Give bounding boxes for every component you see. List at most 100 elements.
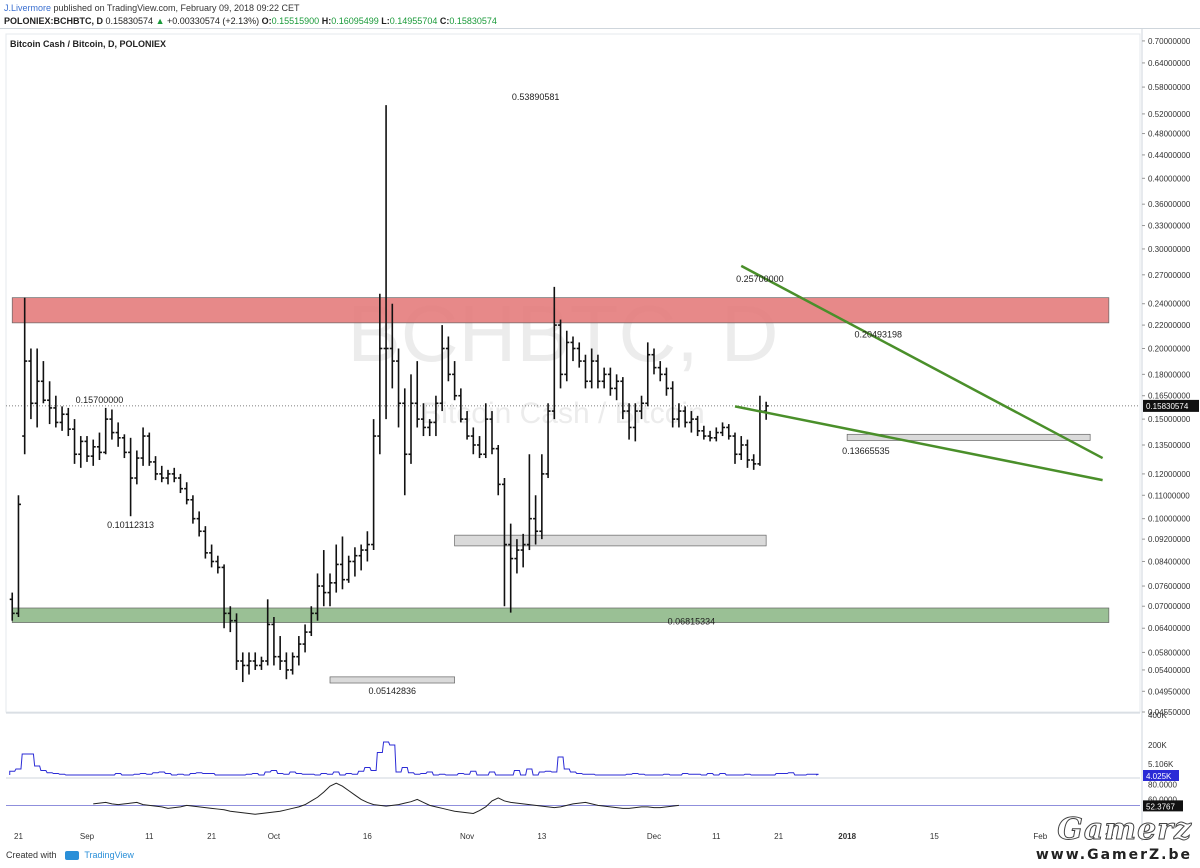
y-tick-label: 0.10000000 [1148, 515, 1191, 524]
header-divider [0, 28, 1200, 29]
ohlc-bar [277, 636, 283, 670]
ohlc-bar [146, 432, 152, 466]
x-tick-label: Oct [268, 832, 281, 841]
ohlc-bar [184, 482, 190, 505]
y-tick-label: 0.18000000 [1148, 370, 1191, 379]
ohlc-bar [121, 434, 127, 459]
y-tick-label: 0.64000000 [1148, 59, 1191, 68]
wedge-upper-line [740, 264, 1104, 460]
author-link[interactable]: J.Livermore [4, 3, 52, 13]
support-zone [11, 607, 1110, 623]
price-annotation: 0.20493198 [855, 330, 903, 340]
created-with-label: Created with [6, 850, 57, 860]
ohlc-bar [65, 407, 71, 437]
y-tick-label: 0.07000000 [1148, 602, 1191, 611]
price-annotation: 0.53890581 [512, 92, 560, 102]
change-value: +0.00330574 (+2.13%) [167, 16, 260, 26]
volume-last-box [1143, 770, 1179, 781]
ohlc-bar [570, 336, 576, 362]
ohlc-bar [9, 592, 15, 621]
ohlc-bar [663, 367, 669, 396]
ohlc-bar [501, 478, 507, 607]
y-tick-label: 0.48000000 [1148, 130, 1191, 139]
price-pane [5, 33, 1141, 713]
volume-low-label: 5.106K [1148, 760, 1174, 769]
ohlc-bar [477, 436, 483, 459]
ohlc-bar [246, 652, 252, 675]
price-annotation: 0.10112313 [107, 520, 154, 530]
ohlc-bar [258, 656, 264, 670]
price-annotation: 0.15700000 [76, 395, 124, 405]
ohlc-bar [339, 536, 345, 590]
ohlc-bar [202, 526, 208, 559]
y-tick-label: 0.24000000 [1148, 300, 1191, 309]
ohlc-bar [464, 411, 470, 440]
ohlc-bar [358, 544, 364, 571]
ohlc-bar [701, 425, 707, 440]
ohlc-bar [96, 432, 102, 460]
y-tick-label: 0.09200000 [1148, 535, 1191, 544]
y-tick-label: 0.11000000 [1148, 491, 1190, 500]
ohlc-bar [620, 377, 626, 420]
ohlc-bar [639, 395, 645, 420]
ohlc-bar [676, 403, 682, 428]
x-tick-label: 2018 [838, 832, 856, 841]
ohlc-bar [377, 293, 383, 455]
ohlc-bar [34, 348, 40, 428]
high-label: H: [321, 16, 332, 26]
right-zone [846, 433, 1091, 441]
close-value: 0.15830574 [449, 16, 497, 26]
oscillator-label: 80.0000 [1148, 781, 1177, 790]
ohlc-bar [177, 473, 183, 494]
ohlc-bar [190, 495, 196, 524]
ohlc-bar [296, 636, 302, 666]
ohlc-bar [352, 547, 358, 577]
x-tick-label: 11 [145, 832, 154, 841]
ohlc-bar [626, 403, 632, 440]
ohlc-bar [159, 465, 165, 483]
ohlc-bar [315, 573, 321, 621]
ohlc-bar [240, 652, 246, 683]
ohlc-bar [72, 419, 78, 464]
ohlc-bar [234, 613, 240, 670]
low-value: 0.14955704 [389, 16, 438, 26]
ohlc-bar [59, 406, 65, 431]
volume-mid-label: 200K [1148, 741, 1167, 750]
ohlc-bar [420, 403, 426, 437]
ohlc-bar [433, 395, 439, 437]
chart-title: Bitcoin Cash / Bitcoin, D, POLONIEX [10, 39, 166, 49]
ohlc-bar [215, 555, 221, 574]
price-annotation: 0.06815334 [668, 617, 716, 627]
ohlc-bar [558, 319, 564, 389]
y-tick-label: 0.36000000 [1148, 200, 1191, 209]
ohlc-bar [171, 467, 177, 483]
ohlc-bar [196, 511, 202, 537]
ohlc-bar [445, 336, 451, 382]
oscillator-series [93, 782, 679, 815]
ohlc-bar [408, 374, 414, 464]
x-tick-label: Feb [1033, 832, 1047, 841]
ohlc-bar [695, 415, 701, 437]
ohlc-bar [283, 652, 289, 680]
ohlc-bar [40, 361, 46, 404]
resistance-zone [11, 297, 1110, 324]
ohlc-bar [333, 544, 339, 593]
ohlc-bar [165, 469, 171, 485]
ohlc-bar [751, 454, 757, 470]
ohlc-bar [657, 361, 663, 382]
y-tick-label: 0.06400000 [1148, 624, 1191, 633]
symbol-line: POLONIEX:BCHBTC, D 0.15830574 ▲ +0.00330… [4, 16, 497, 26]
price-annotation: 0.13665535 [842, 446, 890, 456]
ohlc-bar [383, 105, 389, 420]
x-tick-label: Sep [80, 832, 95, 841]
mid-zone [454, 534, 767, 547]
ohlc-bar [321, 550, 327, 607]
tradingview-link[interactable]: TradingView [84, 850, 134, 860]
x-tick-label: 21 [207, 832, 216, 841]
x-tick-label: 15 [930, 832, 939, 841]
last-price-box [1143, 399, 1199, 412]
y-tick-label: 0.70000000 [1148, 37, 1191, 46]
ohlc-bar [738, 436, 744, 460]
y-tick-label: 0.08400000 [1148, 557, 1191, 566]
